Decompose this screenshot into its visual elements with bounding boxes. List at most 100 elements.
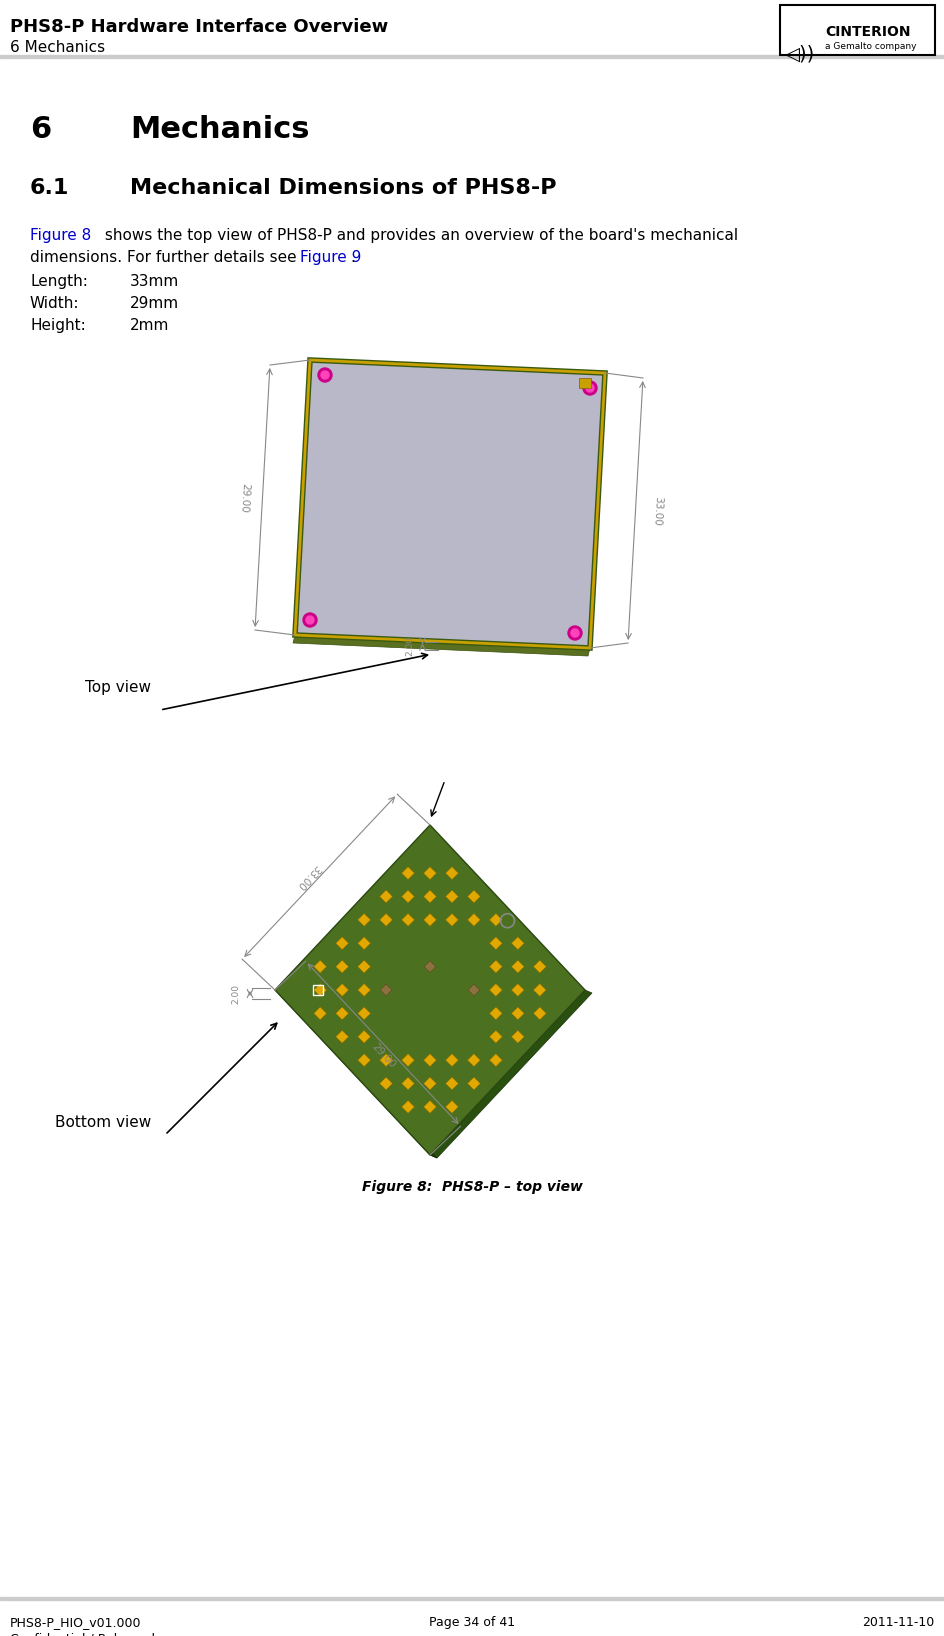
Polygon shape: [446, 913, 459, 926]
Text: 29.00: 29.00: [239, 483, 250, 512]
Bar: [0, 56, 944, 57]
Text: Figure 8: Figure 8: [30, 227, 92, 244]
Text: Length:: Length:: [30, 273, 88, 290]
Text: 33.00: 33.00: [294, 862, 322, 892]
Polygon shape: [336, 937, 348, 951]
Polygon shape: [489, 937, 502, 951]
Text: 2.00: 2.00: [406, 635, 414, 656]
Text: Mechanical Dimensions of PHS8-P: Mechanical Dimensions of PHS8-P: [130, 178, 557, 198]
Text: 6 Mechanics: 6 Mechanics: [10, 39, 105, 56]
Polygon shape: [446, 1101, 459, 1114]
Polygon shape: [401, 867, 414, 880]
Text: Bottom view: Bottom view: [55, 1116, 151, 1130]
Text: Height:: Height:: [30, 317, 86, 334]
Text: Mechanics: Mechanics: [130, 115, 310, 144]
Polygon shape: [293, 635, 590, 656]
Polygon shape: [336, 1031, 348, 1044]
Text: Figure 8:  PHS8-P – top view: Figure 8: PHS8-P – top view: [362, 1180, 582, 1194]
Polygon shape: [512, 1006, 524, 1019]
Polygon shape: [489, 960, 502, 973]
Text: shows the top view of PHS8-P and provides an overview of the board's mechanical: shows the top view of PHS8-P and provide…: [100, 227, 738, 244]
Circle shape: [583, 381, 597, 394]
Polygon shape: [424, 1101, 436, 1114]
Text: Top view: Top view: [85, 681, 151, 695]
Polygon shape: [379, 1054, 393, 1067]
Text: 33.00: 33.00: [651, 496, 664, 525]
Polygon shape: [512, 983, 524, 996]
Circle shape: [571, 628, 579, 636]
Polygon shape: [489, 1054, 502, 1067]
Polygon shape: [295, 360, 605, 648]
Text: Confidential / Released: Confidential / Released: [10, 1633, 155, 1636]
Polygon shape: [446, 867, 459, 880]
Polygon shape: [489, 1031, 502, 1044]
Text: 2011-11-10: 2011-11-10: [862, 1616, 934, 1629]
Polygon shape: [512, 960, 524, 973]
Polygon shape: [424, 1054, 436, 1067]
Text: 6.1: 6.1: [30, 178, 69, 198]
Polygon shape: [489, 913, 502, 926]
Text: PHS8-P_HIO_v01.000: PHS8-P_HIO_v01.000: [10, 1616, 142, 1629]
Polygon shape: [380, 985, 392, 996]
Circle shape: [303, 614, 317, 627]
Polygon shape: [336, 983, 348, 996]
Text: 33mm: 33mm: [130, 273, 179, 290]
Polygon shape: [430, 990, 592, 1158]
Polygon shape: [424, 1076, 436, 1090]
Polygon shape: [424, 960, 436, 972]
Polygon shape: [401, 1101, 414, 1114]
Polygon shape: [313, 960, 327, 973]
Text: 2mm: 2mm: [130, 317, 169, 334]
Text: 6: 6: [30, 115, 51, 144]
Polygon shape: [467, 1076, 480, 1090]
Text: Figure 9: Figure 9: [300, 250, 362, 265]
Polygon shape: [446, 1076, 459, 1090]
Text: .: .: [350, 250, 355, 265]
Polygon shape: [424, 890, 436, 903]
Polygon shape: [336, 1006, 348, 1019]
Text: PHS8-P Hardware Interface Overview: PHS8-P Hardware Interface Overview: [10, 18, 388, 36]
Polygon shape: [401, 913, 414, 926]
Polygon shape: [336, 960, 348, 973]
Polygon shape: [467, 1054, 480, 1067]
Polygon shape: [313, 1006, 327, 1019]
Text: 2.00: 2.00: [231, 983, 240, 1003]
Circle shape: [568, 627, 582, 640]
Polygon shape: [467, 913, 480, 926]
Polygon shape: [401, 1076, 414, 1090]
Circle shape: [321, 371, 329, 380]
Text: Width:: Width:: [30, 296, 79, 311]
Text: Page 34 of 41: Page 34 of 41: [429, 1616, 515, 1629]
Polygon shape: [275, 825, 585, 1155]
Polygon shape: [401, 890, 414, 903]
Polygon shape: [379, 1076, 393, 1090]
Polygon shape: [358, 1054, 371, 1067]
Text: 29.00: 29.00: [369, 1042, 396, 1070]
Polygon shape: [533, 960, 547, 973]
Bar: [313, 985, 324, 995]
Bar: [780, 5, 935, 56]
Polygon shape: [424, 913, 436, 926]
Polygon shape: [379, 890, 393, 903]
Circle shape: [306, 617, 314, 623]
Polygon shape: [468, 985, 480, 996]
Polygon shape: [275, 990, 437, 1158]
Text: a Gemalto company: a Gemalto company: [825, 43, 917, 51]
Polygon shape: [379, 913, 393, 926]
Polygon shape: [424, 867, 436, 880]
Polygon shape: [512, 1031, 524, 1044]
Polygon shape: [512, 937, 524, 951]
Polygon shape: [467, 890, 480, 903]
Polygon shape: [358, 1006, 371, 1019]
Polygon shape: [533, 1006, 547, 1019]
Polygon shape: [446, 890, 459, 903]
Text: ◁)): ◁)): [785, 46, 816, 64]
Polygon shape: [358, 937, 371, 951]
Polygon shape: [489, 1006, 502, 1019]
Polygon shape: [358, 960, 371, 973]
Text: CINTERION: CINTERION: [825, 25, 911, 39]
Bar: [579, 378, 591, 388]
Polygon shape: [358, 913, 371, 926]
Circle shape: [318, 368, 332, 381]
Polygon shape: [401, 1054, 414, 1067]
